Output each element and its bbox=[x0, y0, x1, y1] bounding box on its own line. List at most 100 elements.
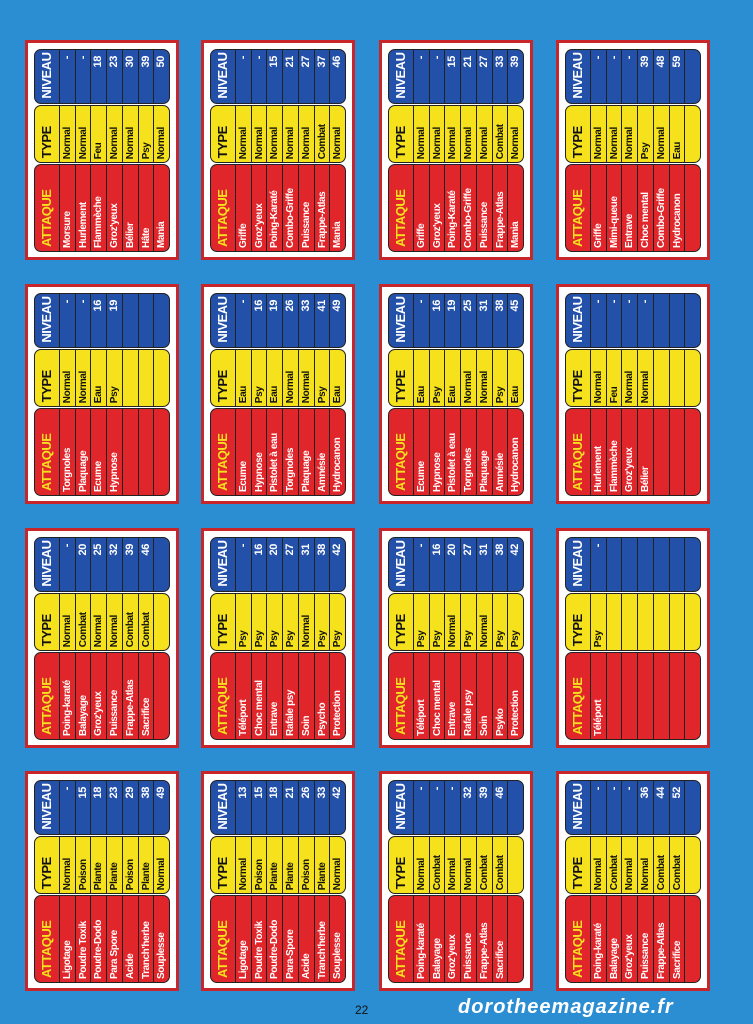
type-cell: Combat bbox=[492, 105, 509, 163]
attack-cell: Psyko bbox=[492, 653, 509, 739]
empty-cell bbox=[653, 409, 670, 495]
type-cell: Normal bbox=[332, 127, 344, 160]
level-header: NIVEAU bbox=[35, 538, 60, 591]
move-card: ATTAQUE Téléport TYPE Psy NIVEAU - bbox=[556, 528, 710, 748]
attack-cell: Hâte bbox=[138, 165, 155, 251]
type-cell: Normal bbox=[60, 349, 76, 407]
attack-cell: Entrave bbox=[622, 165, 639, 251]
level-cell: 15 bbox=[267, 50, 284, 103]
type-column: TYPE Normal Feu Normal Normal bbox=[565, 348, 701, 408]
type-header: TYPE bbox=[211, 836, 236, 894]
type-column: TYPE Normal Poison Plante Plante Poison Plante… bbox=[34, 835, 170, 895]
level-cell: - bbox=[236, 538, 252, 591]
move-table: ATTAQUE Griffe Groz'yeux Poing-Karaté Combo-… bbox=[210, 48, 346, 252]
attack-cell: Hydrocanon bbox=[669, 165, 686, 251]
attack-header: ATTAQUE bbox=[566, 653, 591, 739]
level-column: NIVEAU - - -39 48 59 bbox=[565, 49, 701, 104]
type-cell: Poison bbox=[122, 836, 139, 894]
attack-cell: Puissance bbox=[107, 653, 123, 739]
attack-cell: Psycho bbox=[314, 653, 331, 739]
type-cell: Psy bbox=[638, 105, 654, 163]
level-cell: 46 bbox=[331, 56, 344, 68]
attack-cell: Mania bbox=[156, 221, 168, 248]
type-cell: Normal bbox=[591, 836, 607, 894]
level-cell: 19 bbox=[107, 294, 123, 347]
attack-cell: Poudre Toxik bbox=[251, 896, 268, 982]
type-cell: Normal bbox=[60, 836, 76, 894]
attack-cell: Téléport bbox=[236, 653, 252, 739]
move-card: ATTAQUE Poing-karaté Balayage Groz'yeux Puis… bbox=[556, 771, 710, 991]
level-cell: - bbox=[236, 50, 252, 103]
attack-cell: Frappe-Atlas bbox=[122, 653, 139, 739]
empty-cell bbox=[154, 409, 169, 495]
level-cell: 13 bbox=[236, 781, 252, 834]
empty-cell bbox=[508, 781, 523, 834]
attack-cell: Souplesse bbox=[332, 932, 344, 979]
type-column: TYPE Normal Normal Eau Psy bbox=[34, 348, 170, 408]
attack-cell: Poudre-Dodo bbox=[267, 896, 284, 982]
attack-column: ATTAQUE Poing-karaté Balayage Groz'yeux Puis… bbox=[388, 895, 524, 983]
level-cell: - bbox=[591, 781, 607, 834]
attack-cell: Groz'yeux bbox=[251, 165, 268, 251]
level-cell: - bbox=[60, 538, 76, 591]
move-table: ATTAQUE Poing-karaté Balayage Groz'yeux Puis… bbox=[565, 779, 701, 983]
empty-cell bbox=[653, 653, 670, 739]
level-cell: 21 bbox=[283, 781, 299, 834]
level-cell: 15 bbox=[251, 781, 268, 834]
attack-cell: Choc mental bbox=[638, 165, 654, 251]
attack-header: ATTAQUE bbox=[35, 165, 60, 251]
empty-cell bbox=[154, 294, 169, 347]
empty-cell bbox=[622, 538, 639, 591]
type-cell: Normal bbox=[283, 349, 299, 407]
attack-cell: Frappe-Atlas bbox=[492, 165, 509, 251]
level-cell: 30 bbox=[122, 50, 139, 103]
type-cell: Plante bbox=[267, 836, 284, 894]
level-cell: 16 bbox=[429, 538, 446, 591]
type-cell: Combat bbox=[138, 593, 155, 651]
type-header: TYPE bbox=[211, 593, 236, 651]
move-table: ATTAQUE Griffe Mimi-queue Entrave Choc menta… bbox=[565, 48, 701, 252]
level-cell: 31 bbox=[298, 538, 315, 591]
type-column: TYPE Eau Psy Eau Normal Normal Psy Eau bbox=[388, 348, 524, 408]
level-column: NIVEAU - -18 23 30 39 50 bbox=[34, 49, 170, 104]
attack-cell: Soin bbox=[298, 653, 315, 739]
level-cell: - bbox=[622, 294, 639, 347]
type-cell: Plante bbox=[91, 836, 108, 894]
level-cell: 33 bbox=[314, 781, 331, 834]
level-cell: 39 bbox=[122, 538, 139, 591]
type-cell: Normal bbox=[476, 105, 493, 163]
level-cell: - bbox=[236, 294, 252, 347]
level-header: NIVEAU bbox=[35, 294, 60, 347]
attack-cell: Entrave bbox=[445, 653, 462, 739]
type-cell: Normal bbox=[91, 593, 108, 651]
attack-column: ATTAQUE Griffe Mimi-queue Entrave Choc menta… bbox=[565, 164, 701, 252]
attack-header: ATTAQUE bbox=[35, 653, 60, 739]
level-cell: - bbox=[60, 50, 76, 103]
empty-cell bbox=[622, 593, 639, 651]
level-cell: - bbox=[60, 294, 76, 347]
attack-cell: Combo-Griffe bbox=[653, 165, 670, 251]
level-column: NIVEAU -16 20 27 31 38 42 bbox=[210, 537, 346, 592]
empty-cell bbox=[138, 294, 155, 347]
level-cell: 44 bbox=[653, 781, 670, 834]
level-column: NIVEAU - -15 21 27 37 46 bbox=[210, 49, 346, 104]
type-header: TYPE bbox=[211, 105, 236, 163]
level-header: NIVEAU bbox=[389, 538, 414, 591]
move-card: ATTAQUE Ligotage Poudre Toxik Poudre-Dodo Pa… bbox=[201, 771, 355, 991]
type-column: TYPE Psy Psy Psy Psy Normal Psy Psy bbox=[210, 592, 346, 652]
empty-cell bbox=[154, 594, 169, 651]
level-cell: - bbox=[591, 294, 607, 347]
empty-cell bbox=[154, 350, 169, 407]
level-cell: 20 bbox=[267, 538, 284, 591]
level-header: NIVEAU bbox=[566, 50, 591, 103]
type-cell: Normal bbox=[298, 349, 315, 407]
attack-cell: Hydrocanon bbox=[510, 437, 522, 492]
level-cell: 32 bbox=[107, 538, 123, 591]
level-column: NIVEAU 13 15 18 21 26 33 42 bbox=[210, 780, 346, 835]
level-cell: 27 bbox=[298, 50, 315, 103]
type-cell: Eau bbox=[445, 349, 462, 407]
empty-cell bbox=[638, 538, 654, 591]
type-cell: Plante bbox=[314, 836, 331, 894]
move-card: ATTAQUE Téléport Choc mental Entrave Rafale … bbox=[379, 528, 533, 748]
level-cell: - bbox=[591, 50, 607, 103]
